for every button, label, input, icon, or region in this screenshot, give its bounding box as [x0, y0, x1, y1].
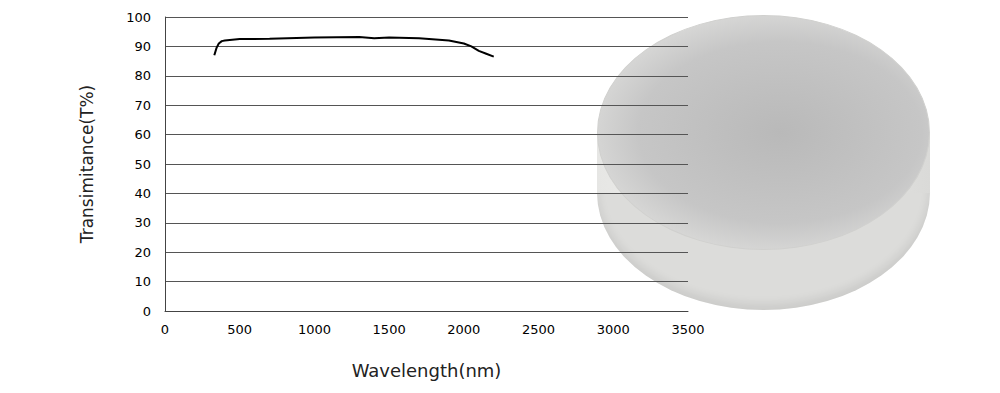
svg-text:60: 60 [134, 127, 151, 142]
svg-text:2500: 2500 [522, 322, 555, 337]
svg-text:20: 20 [134, 245, 151, 260]
svg-text:40: 40 [134, 186, 151, 201]
svg-text:100: 100 [126, 10, 151, 25]
svg-text:1500: 1500 [373, 322, 406, 337]
svg-text:Wavelength(nm): Wavelength(nm) [352, 360, 502, 381]
svg-text:3000: 3000 [597, 322, 630, 337]
svg-text:1000: 1000 [298, 322, 331, 337]
svg-text:0: 0 [161, 322, 169, 337]
svg-text:10: 10 [134, 274, 151, 289]
svg-text:70: 70 [134, 98, 151, 113]
svg-text:80: 80 [134, 68, 151, 83]
svg-text:2000: 2000 [447, 322, 480, 337]
svg-text:30: 30 [134, 215, 151, 230]
svg-text:0: 0 [143, 304, 151, 319]
svg-text:50: 50 [134, 157, 151, 172]
svg-text:3500: 3500 [671, 322, 704, 337]
svg-text:Transimitance(T%): Transimitance(T%) [77, 85, 97, 244]
svg-text:500: 500 [227, 322, 252, 337]
svg-text:90: 90 [134, 39, 151, 54]
